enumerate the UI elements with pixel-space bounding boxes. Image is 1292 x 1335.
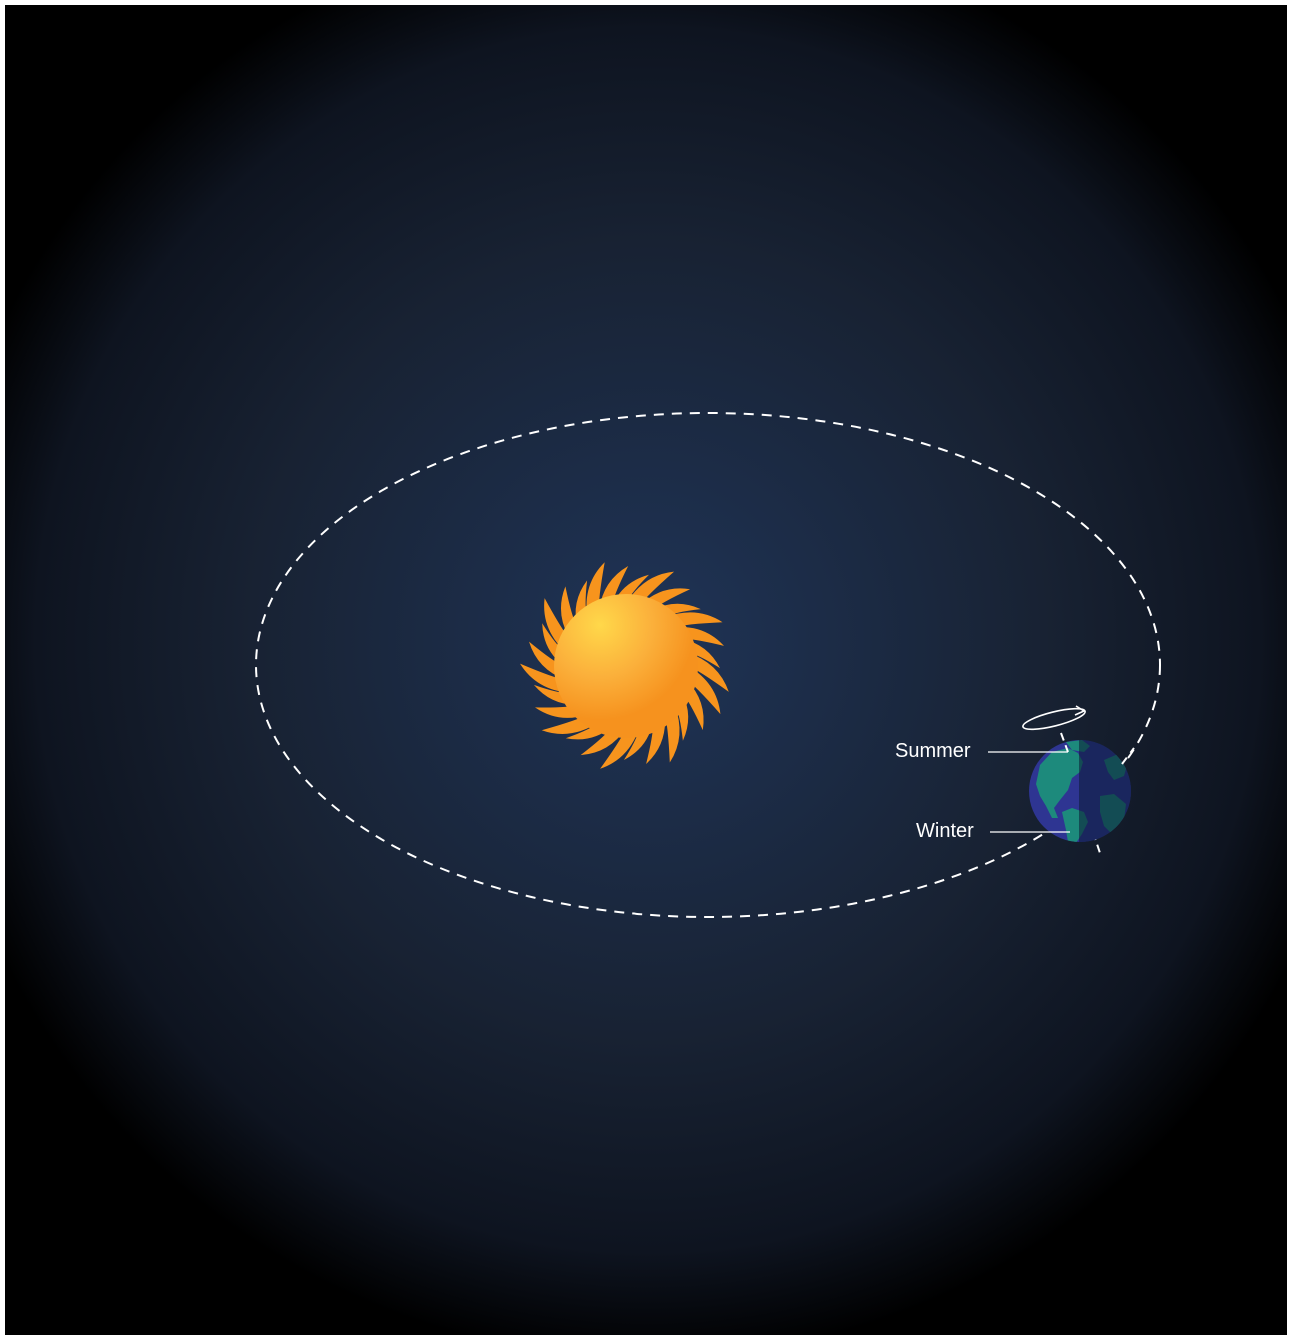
- rotation-arrow-icon: [1022, 705, 1086, 731]
- orbit-path: [255, 412, 1161, 918]
- summer-label-group: Summer: [895, 740, 1068, 762]
- earth-axis-upper: [1060, 732, 1069, 753]
- sun-core: [554, 594, 698, 738]
- summer-label: Summer: [895, 740, 971, 762]
- winter-label: Winter: [916, 820, 974, 842]
- sun-icon: [520, 562, 729, 769]
- winter-label-group: Winter: [916, 820, 1070, 842]
- orbit-segment-front: [1121, 747, 1135, 765]
